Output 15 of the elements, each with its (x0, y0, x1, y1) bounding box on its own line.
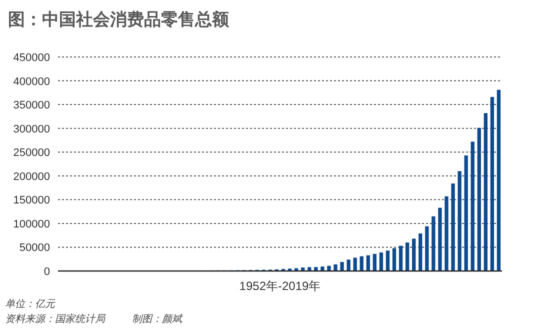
text: 资料来源：国家统计局 (5, 313, 106, 325)
y-tick-label: 450000 (13, 52, 50, 64)
y-tick-label: 100000 (13, 218, 50, 230)
y-tick-label: 400000 (13, 76, 50, 88)
text: 制图：颜斌 (132, 313, 183, 325)
chart-title: 图：中国社会消费品零售总额 (8, 10, 230, 29)
y-tick-label: 150000 (13, 194, 50, 207)
text: 单位：亿元 (5, 298, 56, 310)
y-tick-label: 0 (44, 266, 50, 278)
y-tick-label: 50000 (19, 242, 50, 254)
y-tick-label: 300000 (13, 123, 50, 136)
y-tick-label: 250000 (13, 147, 50, 160)
y-tick-label: 200000 (13, 170, 50, 183)
x-axis-title: 1952年-2019年 (239, 279, 321, 293)
y-tick-label: 350000 (13, 100, 50, 112)
